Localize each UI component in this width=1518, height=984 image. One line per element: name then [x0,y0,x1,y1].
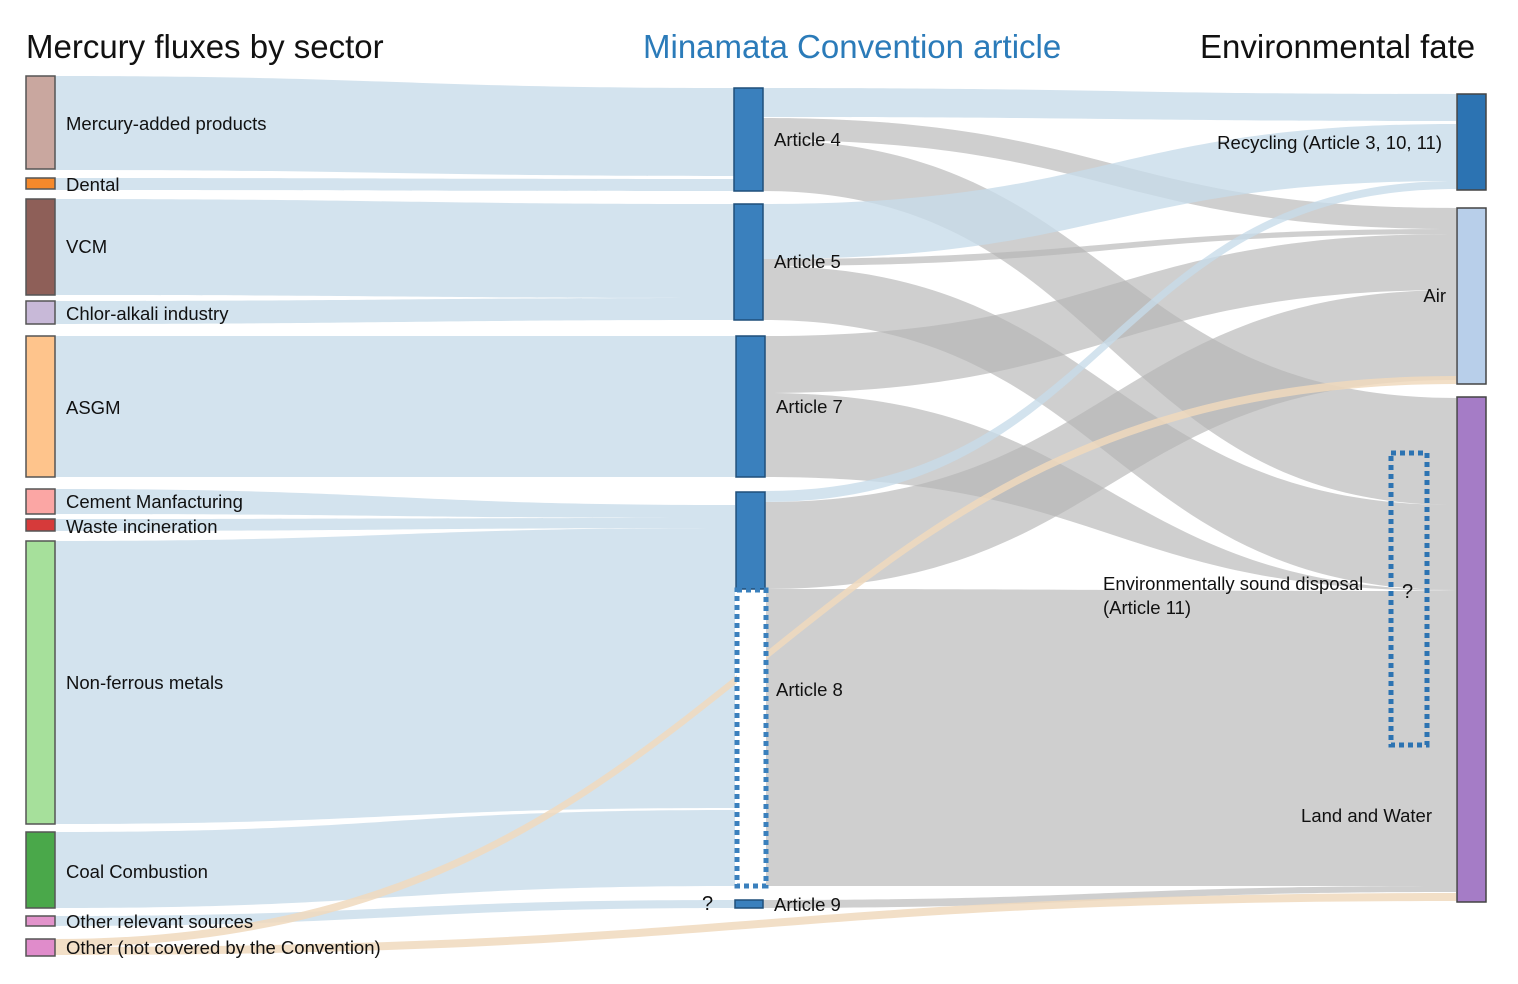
article-8-node [735,491,766,590]
air-node [1456,207,1487,385]
source-label-vcm: VCM [66,236,107,257]
source-label-dental: Dental [66,174,119,195]
source-node-other-relevant [25,915,56,927]
article-4-node [733,87,764,192]
flow-other-not-covered-to-land-water [55,893,1456,955]
source-label-coal: Coal Combustion [66,861,208,882]
flow-article-7-to-air [765,234,1456,393]
article-7-node [735,335,766,478]
flow-other-relevant-to-article-9 [55,900,735,926]
source-node-dental [25,177,56,190]
source-node-mercury-added-products [25,75,56,170]
source-label-mercury-added-products: Mercury-added products [66,113,267,134]
fate-nodes [1388,93,1487,903]
source-node-coal [25,831,56,909]
flow-dental-to-article-4 [55,178,734,191]
disposal-label-line1: Environmentally sound disposal [1103,573,1363,594]
source-node-cement [25,488,56,515]
source-label-other-not-covered: Other (not covered by the Convention) [66,937,381,958]
disposal-unknown-mark: ? [1402,581,1413,603]
recycling-label: Recycling (Article 3, 10, 11) [1217,132,1442,153]
article-9-label: Article 9 [774,894,841,915]
source-node-chlor-alkali [25,300,56,325]
source-label-chlor-alkali: Chlor-alkali industry [66,303,229,324]
fate-labels: Recycling (Article 3, 10, 11) Air Land a… [1103,132,1446,826]
disposal-unknown-dotted-box [1388,450,1430,748]
source-node-waste-incineration [25,518,56,532]
flow-article-5-to-air [763,229,1456,266]
source-labels: Mercury-added products Dental VCM Chlor-alk… [66,113,381,958]
source-label-cement: Cement Manfacturing [66,491,243,512]
recycling-node [1456,93,1487,191]
flow-article-9-to-land-water [763,886,1456,908]
article-nodes [733,87,769,909]
land-water-label: Land and Water [1301,805,1432,826]
source-label-asgm: ASGM [66,397,120,418]
sources-column-title: Mercury fluxes by sector [26,28,384,65]
articles-column-title: Minamata Convention article [643,28,1061,65]
article-8-label: Article 8 [776,679,843,700]
source-node-vcm [25,198,56,296]
flow-bands [55,76,1456,955]
flow-mercury-added-products-to-article-4 [55,76,734,176]
article-7-label: Article 7 [776,396,843,417]
article-5-label: Article 5 [774,251,841,272]
flow-chlor-alkali-to-article-5 [55,298,734,324]
flow-article-8-to-recycling [765,181,1456,502]
flow-coal-to-article-8 [55,810,735,908]
flow-article-8-to-land-water [765,589,1456,886]
article-9-unknown-mark: ? [702,893,713,915]
source-node-other-not-covered [25,938,56,957]
flow-waste-incineration-to-article-8 [55,518,735,531]
flow-article-7-to-land-water [765,393,1456,591]
source-label-other-relevant: Other relevant sources [66,911,253,932]
article-5-node [733,203,764,321]
flow-vcm-to-article-5 [55,199,734,298]
flow-non-ferrous-to-article-8 [55,528,735,824]
article-4-label: Article 4 [774,129,841,150]
source-node-non-ferrous [25,540,56,825]
land-water-node [1456,396,1487,903]
flow-article-4-to-recycling [763,88,1456,121]
article-9-node [734,899,764,909]
article-8-unknown-dotted-box [734,587,769,889]
source-nodes [25,75,56,957]
disposal-label-line2: (Article 11) [1103,597,1191,618]
flow-article-5-to-recycling [763,124,1456,259]
flow-cement-to-article-8 [55,489,735,518]
flow-asgm-to-article-7 [55,336,735,477]
source-label-waste-incineration: Waste incineration [66,516,218,537]
article-labels: Article 4 Article 5 Article 7 Article 8 … [702,129,843,915]
fate-column-title: Environmental fate [1200,28,1475,65]
source-label-non-ferrous: Non-ferrous metals [66,672,223,693]
air-label: Air [1423,285,1446,306]
source-node-asgm [25,335,56,478]
